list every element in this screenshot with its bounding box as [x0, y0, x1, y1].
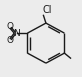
Text: Cl: Cl	[42, 5, 52, 15]
Text: O: O	[7, 22, 14, 31]
Text: O: O	[7, 36, 14, 45]
Text: N: N	[13, 29, 20, 38]
